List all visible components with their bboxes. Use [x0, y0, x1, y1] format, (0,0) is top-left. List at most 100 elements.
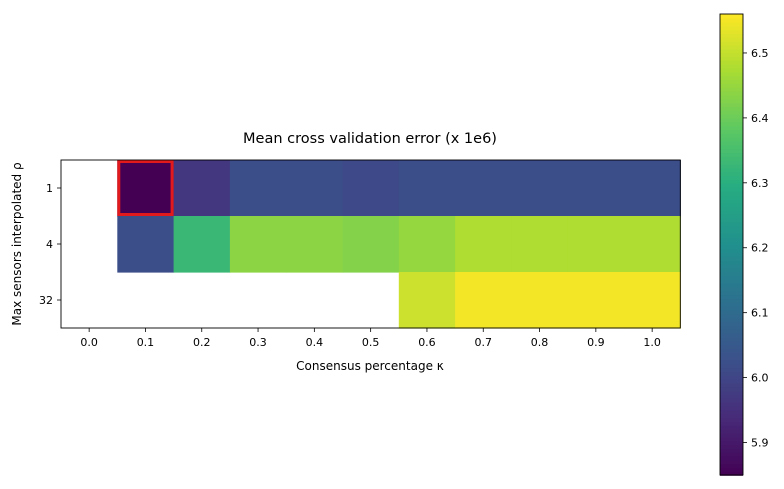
colorbar-segment: [720, 202, 743, 207]
colorbar-segment: [720, 336, 743, 342]
colorbar-segment: [720, 355, 743, 361]
colorbar-segment: [720, 40, 743, 46]
colorbar-segment: [720, 186, 743, 192]
colorbar-segment: [720, 290, 743, 296]
heatmap-cell: [117, 160, 175, 217]
heatmap-cell: [624, 272, 681, 329]
x-tick-label: 0.6: [418, 336, 436, 349]
heatmap-cell: [173, 160, 231, 217]
heatmap-cell: [229, 216, 287, 273]
colorbar-segment: [720, 125, 743, 131]
x-tick-label: 0.3: [249, 336, 267, 349]
colorbar-segment: [720, 17, 743, 23]
colorbar-segment: [720, 190, 743, 196]
colorbar-segment: [720, 471, 743, 476]
heatmap-cell: [398, 160, 456, 217]
colorbar-segment: [720, 198, 743, 204]
highlight-box: [117, 160, 174, 216]
heatmap-cell: [624, 216, 681, 273]
colorbar-segment: [720, 63, 743, 69]
colorbar-segment: [720, 382, 743, 388]
colorbar-segment: [720, 371, 743, 376]
heatmap-cell: [511, 216, 569, 273]
x-tick-label: 1.0: [643, 336, 661, 349]
colorbar-segment: [720, 259, 743, 265]
colorbar-segment: [720, 129, 743, 134]
heatmap-cell: [567, 160, 625, 217]
colorbar-segment: [720, 163, 743, 169]
colorbar-segment: [720, 179, 743, 184]
colorbar-segment: [720, 375, 743, 380]
colorbar-segment: [720, 279, 743, 284]
colorbar-segment: [720, 56, 743, 61]
colorbar-segment: [720, 305, 743, 311]
colorbar-segment: [720, 275, 743, 280]
colorbar-segment: [720, 71, 743, 77]
colorbar-segment: [720, 256, 743, 261]
x-tick-label: 0.0: [80, 336, 98, 349]
colorbar-segment: [720, 409, 743, 415]
colorbar-segment: [720, 378, 743, 384]
colorbar-segment: [720, 421, 743, 426]
colorbar-segment: [720, 432, 743, 438]
colorbar-segment: [720, 167, 743, 173]
colorbar-segment: [720, 267, 743, 273]
colorbar-segment: [720, 402, 743, 407]
colorbar-segment: [720, 44, 743, 50]
colorbar-segment: [720, 302, 743, 307]
colorbar-segment: [720, 159, 743, 165]
colorbar-segment: [720, 152, 743, 157]
colorbar-segment: [720, 156, 743, 161]
colorbar-segment: [720, 448, 743, 453]
colorbar-segment: [720, 33, 743, 38]
colorbar-tick-label: 6.3: [751, 177, 769, 190]
heatmap-cell: [173, 216, 231, 273]
colorbar-segment: [720, 183, 743, 188]
y-axis-label: Max sensors interpolated ρ: [10, 162, 24, 325]
colorbar-segment: [720, 194, 743, 200]
colorbar-segment: [720, 225, 743, 230]
colorbar-segment: [720, 282, 743, 288]
colorbar-segment: [720, 244, 743, 250]
colorbar-segment: [720, 121, 743, 127]
x-tick-label: 0.7: [475, 336, 493, 349]
colorbar-segment: [720, 206, 743, 211]
heatmap-cell: [229, 160, 287, 217]
colorbar-segment: [720, 348, 743, 353]
x-tick-label: 0.1: [137, 336, 155, 349]
colorbar-segment: [720, 236, 743, 242]
colorbar-segment: [720, 29, 743, 35]
colorbar-segment: [720, 75, 743, 81]
y-tick-label: 1: [46, 182, 53, 195]
plot-area: 0.0 0.1 0.2 0.3 0.4 0.5 0.6 0.7 0.8 0.9 1.0 1 4 32: [39, 159, 681, 349]
colorbar-segment: [720, 428, 743, 434]
heatmap-cell: [286, 160, 344, 217]
colorbar-segment: [720, 90, 743, 96]
colorbar-segment: [720, 463, 743, 469]
colorbar-segment: [720, 390, 743, 396]
colorbar-frame: [719, 13, 744, 476]
colorbar-segment: [720, 52, 743, 58]
colorbar-segment: [720, 240, 743, 246]
colorbar-segment: [720, 252, 743, 257]
colorbar-segment: [720, 467, 743, 472]
colorbar-segment: [720, 229, 743, 234]
colorbar-segment: [720, 60, 743, 65]
colorbar-segment: [720, 175, 743, 180]
colorbar-segment: [720, 209, 743, 215]
colorbar-segment: [720, 436, 743, 442]
colorbar-segment: [720, 294, 743, 300]
y-tick-label: 32: [39, 294, 53, 307]
colorbar-segment: [720, 79, 743, 84]
colorbar-segment: [720, 21, 743, 27]
colorbar-tick-label: 6.4: [751, 112, 769, 125]
colorbar-segment: [720, 221, 743, 227]
heatmap-cell: [624, 160, 681, 217]
colorbar-segment: [720, 232, 743, 238]
heatmap-cell: [455, 216, 512, 273]
colorbar-segment: [720, 94, 743, 100]
colorbar-segment: [720, 394, 743, 399]
colorbar-segment: [720, 213, 743, 219]
colorbar-segment: [720, 86, 743, 92]
x-tick-label: 0.9: [587, 336, 605, 349]
